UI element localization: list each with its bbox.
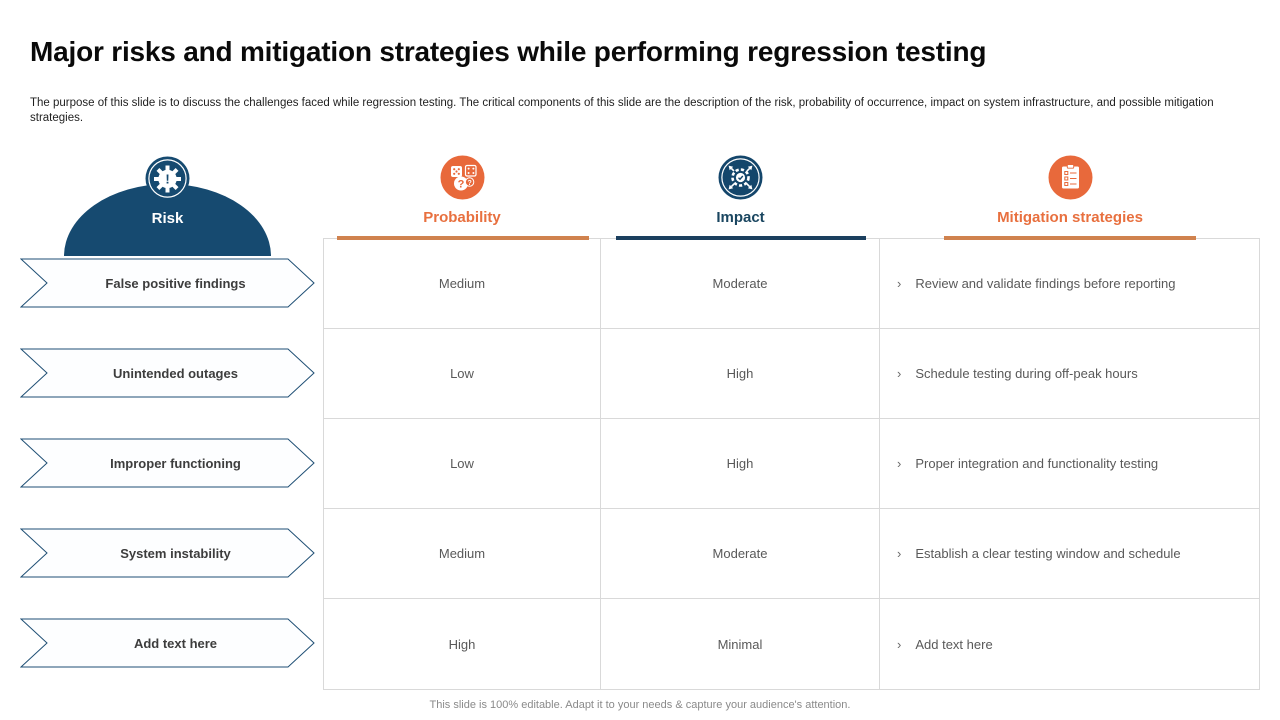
dice-question-icon: ? ? [440, 155, 485, 200]
svg-text:?: ? [467, 180, 471, 187]
svg-text:?: ? [457, 179, 464, 191]
probability-accent-bar [337, 236, 589, 240]
impact-cell: High [601, 329, 880, 419]
impact-cell: Minimal [601, 599, 880, 689]
slide-description: The purpose of this slide is to discuss … [30, 97, 1214, 125]
risk-arrow-system-instability: System instability [20, 528, 315, 578]
mitigation-column-header: Mitigation strategies [880, 155, 1260, 231]
mitigation-header-label: Mitigation strategies [997, 209, 1143, 226]
mitigation-text: Proper integration and functionality tes… [915, 456, 1159, 471]
mitigation-text: Review and validate findings before repo… [915, 276, 1176, 291]
page-title: Major risks and mitigation strategies wh… [30, 36, 987, 67]
mitigation-cell: › Add text here [880, 599, 1259, 689]
chevron-bullet-icon: › [897, 456, 902, 471]
chevron-bullet-icon: › [897, 276, 902, 291]
probability-header-label: Probability [423, 209, 501, 226]
risk-arrow-false-positive-findings: False positive findings [20, 258, 315, 308]
chevron-bullet-icon: › [897, 366, 902, 381]
impact-accent-bar [616, 236, 866, 240]
probability-column-header: ? ? Probability [323, 155, 601, 231]
impact-cell: Moderate [601, 509, 880, 599]
chevron-bullet-icon: › [897, 636, 902, 652]
impact-burst-icon [718, 155, 763, 200]
mitigation-text: Add text here [915, 636, 993, 652]
risk-arrow-add-text-here: Add text here [20, 618, 315, 668]
mitigation-text: Establish a clear testing window and sch… [915, 546, 1181, 561]
risk-item-label: Add text here [133, 635, 218, 651]
risk-column-header: Risk [151, 210, 184, 227]
mitigation-cell: › Review and validate findings before re… [880, 239, 1259, 329]
editable-note: This slide is 100% editable. Adapt it to… [429, 699, 851, 711]
impact-column-header: Impact [601, 155, 880, 231]
probability-cell: Low [324, 419, 601, 509]
mitigation-cell: › Schedule testing during off-peak hours [880, 329, 1259, 419]
probability-cell: Low [324, 329, 601, 419]
risk-item-label: System instability [120, 545, 231, 561]
risk-table: Medium Moderate › Review and validate fi… [323, 238, 1260, 690]
risk-arrow-unintended-outages: Unintended outages [20, 348, 315, 398]
svg-text:!: ! [165, 172, 169, 187]
mitigation-cell: › Establish a clear testing window and s… [880, 509, 1259, 599]
clipboard-checklist-icon [1048, 155, 1093, 200]
risk-item-label: Unintended outages [113, 365, 238, 381]
impact-header-label: Impact [716, 209, 765, 226]
mitigation-cell: › Proper integration and functionality t… [880, 419, 1259, 509]
probability-cell: Medium [324, 239, 601, 329]
risk-item-label: Improper functioning [110, 455, 241, 471]
gear-alert-icon: ! [145, 156, 190, 201]
mitigation-text: Schedule testing during off-peak hours [915, 366, 1138, 381]
impact-cell: High [601, 419, 880, 509]
probability-cell: High [324, 599, 601, 689]
probability-cell: Medium [324, 509, 601, 599]
risk-item-label: False positive findings [105, 275, 246, 291]
chevron-bullet-icon: › [897, 546, 902, 561]
risk-arrow-improper-functioning: Improper functioning [20, 438, 315, 488]
mitigation-accent-bar [944, 236, 1196, 240]
impact-cell: Moderate [601, 239, 880, 329]
